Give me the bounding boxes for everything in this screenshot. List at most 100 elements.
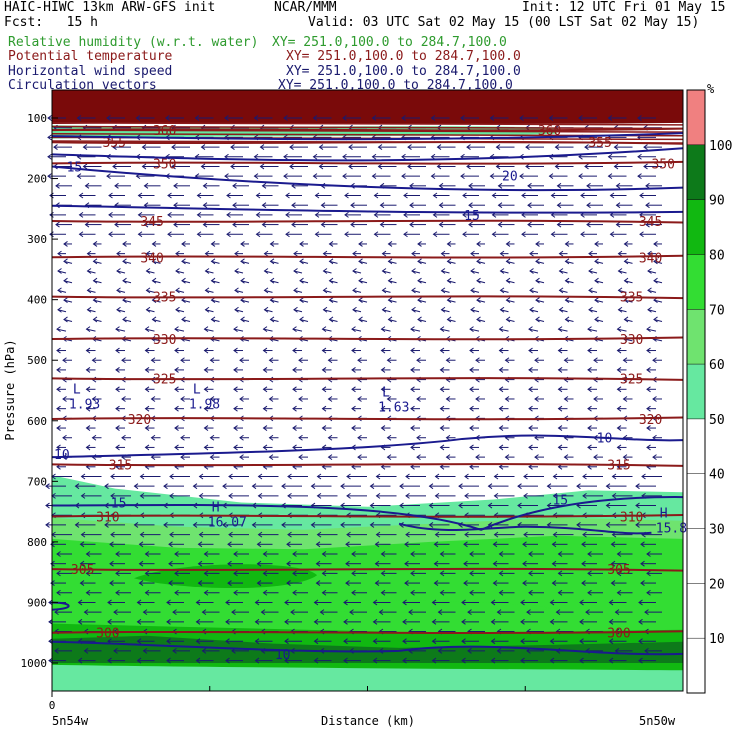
wind-vector-head — [63, 241, 68, 247]
wind-vector-head — [82, 144, 88, 150]
wind-vector-head — [292, 551, 297, 557]
wind-vector — [240, 260, 250, 264]
wind-vector — [358, 260, 368, 264]
wind-vector-head — [233, 551, 238, 557]
wind-vector-head — [181, 316, 186, 323]
wind-vector-head — [564, 277, 570, 284]
wind-vector-head — [534, 396, 539, 402]
wind-vector-head — [554, 163, 560, 170]
wind-vector-head — [579, 599, 584, 606]
wind-vector-head — [521, 192, 526, 199]
wind-vector-head — [588, 306, 593, 313]
wind-vector-head — [292, 425, 297, 431]
wind-vector-head — [645, 182, 650, 189]
wind-vector-head — [171, 163, 176, 170]
wind-vector-head — [233, 405, 238, 412]
wind-vector-head — [228, 492, 233, 499]
wind-vector-head — [312, 173, 318, 180]
wind-vector — [565, 280, 574, 284]
wind-vector — [116, 270, 126, 274]
theta-label-320: 320 — [639, 413, 662, 428]
wind-vector-head — [381, 250, 387, 257]
wind-vector-head — [586, 182, 591, 189]
wind-vector-head — [328, 316, 334, 323]
wind-vector-head — [257, 492, 263, 499]
wind-vector — [211, 318, 220, 322]
wind-vector-head — [57, 268, 62, 274]
wind-vector-head — [549, 618, 555, 625]
wind-vector-head — [409, 202, 414, 209]
wind-vector-head — [527, 202, 532, 209]
theta-label-335: 335 — [620, 291, 643, 306]
theta-label-320: 320 — [128, 413, 151, 428]
wind-vector-head — [108, 231, 113, 238]
wind-vector-head — [469, 570, 474, 577]
wind-vector-head — [548, 115, 554, 121]
wind-vector-head — [609, 192, 615, 199]
wind-vector-head — [522, 580, 527, 586]
wind-vector-head — [564, 241, 570, 247]
wind-vector-head — [143, 221, 149, 228]
wind-vector-head — [262, 386, 268, 393]
wind-vector-head — [231, 609, 236, 616]
wind-vector-head — [180, 396, 185, 402]
wind-vector-head — [181, 277, 186, 284]
wind-vector-head — [528, 425, 533, 431]
wind-vector-head — [637, 153, 642, 160]
wind-vector — [93, 299, 102, 303]
wind-vector — [500, 289, 509, 293]
wind-vector-head — [434, 473, 440, 480]
wind-vector-head — [314, 231, 320, 238]
wind-vector — [146, 309, 155, 313]
wind-vector-head — [292, 570, 297, 577]
wind-vector-head — [446, 277, 452, 284]
wind-vector — [86, 328, 96, 332]
wind-vector-head — [284, 638, 289, 645]
theta-contour-335 — [51, 295, 684, 300]
wind-vector-head — [521, 231, 526, 238]
wind-vector — [646, 328, 657, 332]
wind-vector-head — [439, 551, 445, 557]
wind-vector-head — [616, 589, 622, 596]
wind-vector-head — [144, 326, 150, 333]
wind-vector-head — [85, 347, 91, 354]
wind-vector-head — [476, 316, 481, 323]
wind-vector-head — [56, 589, 61, 596]
wind-vector-head — [498, 551, 504, 557]
wind-vector-head — [468, 202, 473, 209]
wind-vector-head — [74, 522, 80, 528]
colorbar-band-50 — [687, 364, 705, 419]
extremum-L-value: 1.98 — [189, 398, 220, 413]
wind-vector-head — [293, 250, 298, 257]
extremum-L-value: 1.63 — [378, 401, 409, 416]
org-label: NCAR/MMM — [274, 0, 337, 15]
wind-vector — [647, 289, 657, 293]
wind-vector — [417, 260, 427, 264]
wind-vector — [529, 309, 539, 313]
wind-vector-head — [610, 541, 616, 548]
wind-vector-head — [517, 502, 522, 509]
wind-vector-head — [195, 599, 201, 606]
wind-vector-head — [475, 396, 480, 402]
wind-vector-head — [144, 551, 150, 557]
wind-vector-head — [504, 454, 510, 461]
wind-vector-head — [321, 347, 327, 354]
wind-vector — [588, 309, 598, 313]
wind-vector-head — [557, 444, 563, 451]
wind-vector-head — [622, 396, 628, 402]
wind-vector-head — [321, 367, 327, 373]
wind-vector-head — [387, 258, 393, 265]
wind-vector-head — [174, 405, 179, 412]
wind-vector-head — [343, 618, 348, 625]
wind-vector-head — [548, 173, 554, 180]
wind-vector-head — [622, 357, 628, 364]
wind-vector-head — [438, 182, 444, 189]
wind-vector-head — [358, 297, 363, 303]
wind-vector-head — [410, 570, 415, 577]
wind-vector-head — [410, 425, 415, 431]
wind-vector-head — [251, 522, 257, 528]
wind-vector-head — [57, 250, 62, 257]
wind-vector-head — [113, 647, 118, 654]
wind-vector — [594, 280, 604, 284]
